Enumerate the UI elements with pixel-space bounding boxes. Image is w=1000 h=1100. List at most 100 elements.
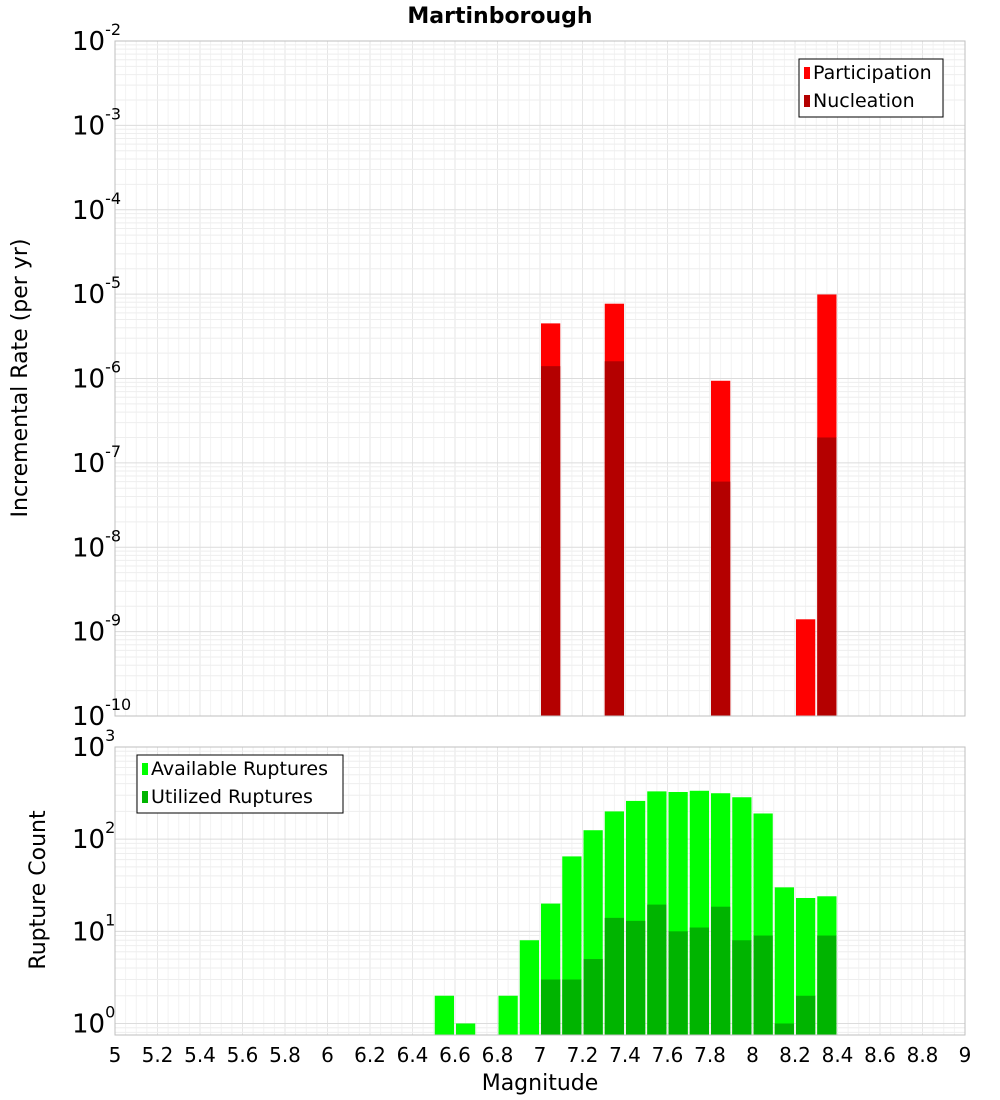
y-tick-exponent: -3	[105, 104, 121, 123]
legend-swatch	[142, 763, 148, 775]
legend-label: Available Ruptures	[151, 758, 328, 780]
y-tick-label: 101	[72, 910, 115, 947]
bar	[753, 935, 773, 1035]
y-tick-label: 10-6	[72, 358, 121, 395]
y-tick-label: 10-3	[72, 104, 121, 141]
y-tick-label: 10-4	[72, 189, 121, 226]
legend-box	[798, 58, 944, 118]
bottom-y-axis-label: Rupture Count	[26, 810, 51, 970]
x-tick-label: 7.6	[652, 1043, 684, 1067]
y-tick-base: 10	[72, 280, 105, 310]
x-tick-label: 8.8	[907, 1043, 939, 1067]
legend-label: Utilized Ruptures	[151, 786, 313, 808]
y-tick-exponent: -2	[105, 20, 121, 39]
bar	[647, 904, 667, 1035]
y-tick-base: 10	[72, 618, 105, 648]
y-tick-exponent: -7	[105, 442, 121, 461]
bar	[604, 361, 624, 716]
top-y-axis-label: Incremental Rate (per yr)	[8, 239, 33, 518]
y-tick-base: 10	[72, 825, 105, 855]
legend-label: Nucleation	[813, 90, 915, 112]
series-utilized-ruptures	[541, 904, 837, 1035]
y-tick-exponent: -4	[105, 189, 121, 208]
bar	[519, 940, 539, 1035]
bar	[817, 935, 837, 1035]
y-tick-base: 10	[72, 702, 105, 732]
x-tick-label: 6.4	[397, 1043, 429, 1067]
bar	[626, 920, 646, 1035]
y-tick-base: 10	[72, 111, 105, 141]
legend: Available Ruptures Utilized Ruptures	[136, 754, 344, 814]
y-tick-label: 10-5	[72, 273, 121, 310]
x-tick-label: 5.6	[227, 1043, 259, 1067]
legend-label: Participation	[813, 62, 932, 84]
legend-box	[136, 754, 344, 814]
x-tick-label: 7.4	[609, 1043, 641, 1067]
x-axis-label: Magnitude	[482, 1071, 599, 1096]
y-tick-label: 10-9	[72, 611, 121, 648]
y-tick-exponent: 2	[105, 818, 115, 837]
bar	[434, 995, 454, 1035]
x-tick-label: 6	[321, 1043, 334, 1067]
legend-swatch	[804, 67, 810, 79]
bar	[774, 887, 794, 1035]
bar	[668, 931, 688, 1035]
y-tick-exponent: -9	[105, 611, 121, 630]
legend-swatch	[804, 95, 810, 107]
bar	[583, 959, 603, 1035]
bar	[774, 1023, 794, 1035]
y-tick-base: 10	[72, 196, 105, 226]
y-tick-base: 10	[72, 1009, 105, 1039]
x-tick-label: 7.2	[567, 1043, 599, 1067]
y-tick-exponent: -5	[105, 273, 121, 292]
legend: Participation Nucleation	[798, 58, 944, 118]
y-tick-label: 10-10	[72, 695, 131, 732]
bar	[541, 979, 561, 1035]
plot-frame	[114, 40, 966, 717]
x-tick-label: 8.2	[779, 1043, 811, 1067]
bar	[541, 366, 561, 716]
x-tick-label: 5.2	[142, 1043, 174, 1067]
grid-lines	[114, 40, 966, 717]
y-tick-exponent: -6	[105, 358, 121, 377]
x-tick-label: 8.4	[822, 1043, 854, 1067]
bar	[732, 940, 752, 1035]
y-tick-label: 100	[72, 1002, 115, 1039]
y-tick-label: 102	[72, 818, 115, 855]
y-tick-label: 10-8	[72, 526, 121, 563]
y-tick-label: 103	[72, 726, 115, 763]
y-tick-base: 10	[72, 533, 105, 563]
y-tick-label: 10-7	[72, 442, 121, 479]
y-tick-base: 10	[72, 449, 105, 479]
y-tick-exponent: 0	[105, 1002, 115, 1021]
y-tick-base: 10	[72, 27, 105, 57]
bar	[604, 917, 624, 1035]
y-tick-base: 10	[72, 365, 105, 395]
y-tick-label: 10-2	[72, 20, 121, 57]
y-tick-exponent: -8	[105, 526, 121, 545]
bar	[711, 906, 731, 1035]
x-tick-label: 6.2	[354, 1043, 386, 1067]
bar	[796, 619, 816, 716]
x-tick-label: 7.8	[694, 1043, 726, 1067]
bar	[711, 481, 731, 716]
x-tick-label: 5.8	[269, 1043, 301, 1067]
plot-frame	[114, 746, 966, 1036]
bar	[456, 1023, 476, 1035]
chart-title: Martinborough	[407, 4, 592, 29]
x-tick-label: 5.4	[184, 1043, 216, 1067]
x-tick-label: 6.6	[439, 1043, 471, 1067]
y-tick-base: 10	[72, 733, 105, 763]
x-tick-label: 5	[109, 1043, 122, 1067]
bar	[796, 995, 816, 1035]
x-tick-label: 8.6	[864, 1043, 896, 1067]
bar	[498, 995, 518, 1035]
x-tick-labels: 5 5.2 5.4 5.6 5.8 6 6.2 6.4 6.6 6.8 7 7.2 7.4 7.6 7.8 8…	[109, 1043, 972, 1067]
y-tick-exponent: -10	[105, 695, 131, 714]
plot-panel-1: 10-1010-910-810-710-610-510-410-310-2Par…	[72, 20, 966, 732]
bar	[562, 979, 582, 1035]
